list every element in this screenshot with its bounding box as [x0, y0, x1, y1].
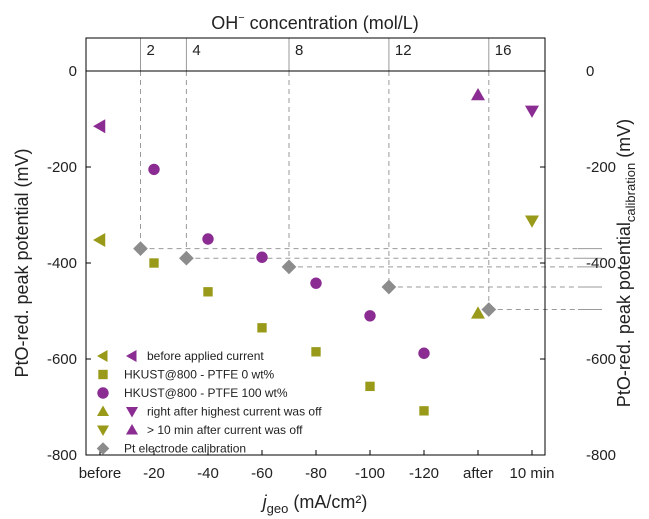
data-point [257, 323, 267, 333]
y-tick-label: 0 [69, 63, 77, 80]
x-tick-label: -100 [355, 465, 385, 482]
legend-marker [96, 442, 110, 455]
legend-marker [126, 407, 138, 418]
y2-tick-label: -800 [586, 447, 616, 464]
legend-label: Pt electrode calibration [124, 442, 246, 456]
data-point [419, 406, 429, 416]
legend-label: HKUST@800 - PTFE 0 wt% [124, 368, 275, 382]
top-axis-tick-label: 16 [495, 42, 512, 59]
x-tick-label: -40 [197, 465, 219, 482]
axis-ticks: 2 4 8 12 16 before -20 -40 -60 -80 -100 -120 after 10… [47, 42, 616, 482]
top-axis-tick-label: 4 [192, 42, 200, 59]
data-point [525, 105, 539, 118]
legend-marker [98, 369, 108, 380]
data-point [471, 306, 485, 319]
data-point [525, 215, 539, 228]
data-point [364, 310, 376, 322]
legend-label: right after highest current was off [147, 405, 322, 419]
x-tick-label: before [79, 465, 122, 482]
data-point [471, 88, 485, 101]
data-point [179, 250, 194, 266]
x-tick-label: after [463, 465, 493, 482]
y-tick-label: -200 [47, 159, 77, 176]
data-point [202, 233, 214, 245]
top-axis-tick-label: 8 [295, 42, 303, 59]
legend-label: before applied current [147, 349, 264, 363]
data-point [365, 381, 375, 392]
data-point [148, 163, 160, 176]
top-axis-tick-label: 2 [147, 42, 155, 59]
calibration-guide-lines [140, 38, 602, 311]
top-axis-tick-label: 12 [395, 42, 412, 59]
x-tick-label: -60 [251, 465, 273, 482]
x-axis-title: jgeo (mA/cm²) [260, 492, 368, 516]
top-axis-title: OH− concentration (mol/L) [211, 12, 419, 33]
x-tick-label: 10 min [509, 465, 554, 482]
legend-label: > 10 min after current was off [147, 423, 303, 437]
x-tick-label: -20 [143, 465, 165, 482]
data-point [381, 279, 397, 295]
legend-marker [97, 425, 109, 436]
data-point [93, 119, 106, 134]
data-point [310, 277, 322, 289]
legend-marker [126, 424, 138, 435]
y2-tick-label: 0 [586, 63, 594, 80]
legend-marker [97, 387, 109, 399]
data-point [256, 251, 268, 263]
data-point [133, 241, 148, 256]
y-tick-label: -800 [47, 447, 77, 464]
legend-marker [97, 405, 109, 416]
data-point [311, 347, 321, 357]
data-points [93, 88, 539, 416]
y2-tick-label: -200 [586, 159, 616, 176]
y2-axis-title: PtO-red. peak potentialcalibration (mV) [614, 119, 638, 407]
legend-label: HKUST@800 - PTFE 100 wt% [124, 386, 288, 400]
legend-marker [126, 350, 137, 362]
y-tick-label: -400 [47, 255, 77, 272]
data-point [203, 287, 213, 297]
x-tick-label: -120 [409, 465, 439, 482]
y2-tick-label: -600 [586, 351, 616, 368]
data-point [281, 259, 297, 275]
y-axis-title: PtO-red. peak potential (mV) [12, 148, 32, 377]
data-point [418, 347, 430, 359]
data-point [481, 302, 497, 317]
data-point [149, 258, 159, 268]
x-tick-label: -80 [305, 465, 327, 482]
data-point [93, 232, 106, 247]
y2-tick-label: -400 [586, 255, 616, 272]
y-tick-label: -600 [47, 351, 77, 368]
legend-marker [97, 350, 108, 362]
legend: before applied current HKUST@800 - PTFE 0… [96, 349, 322, 456]
